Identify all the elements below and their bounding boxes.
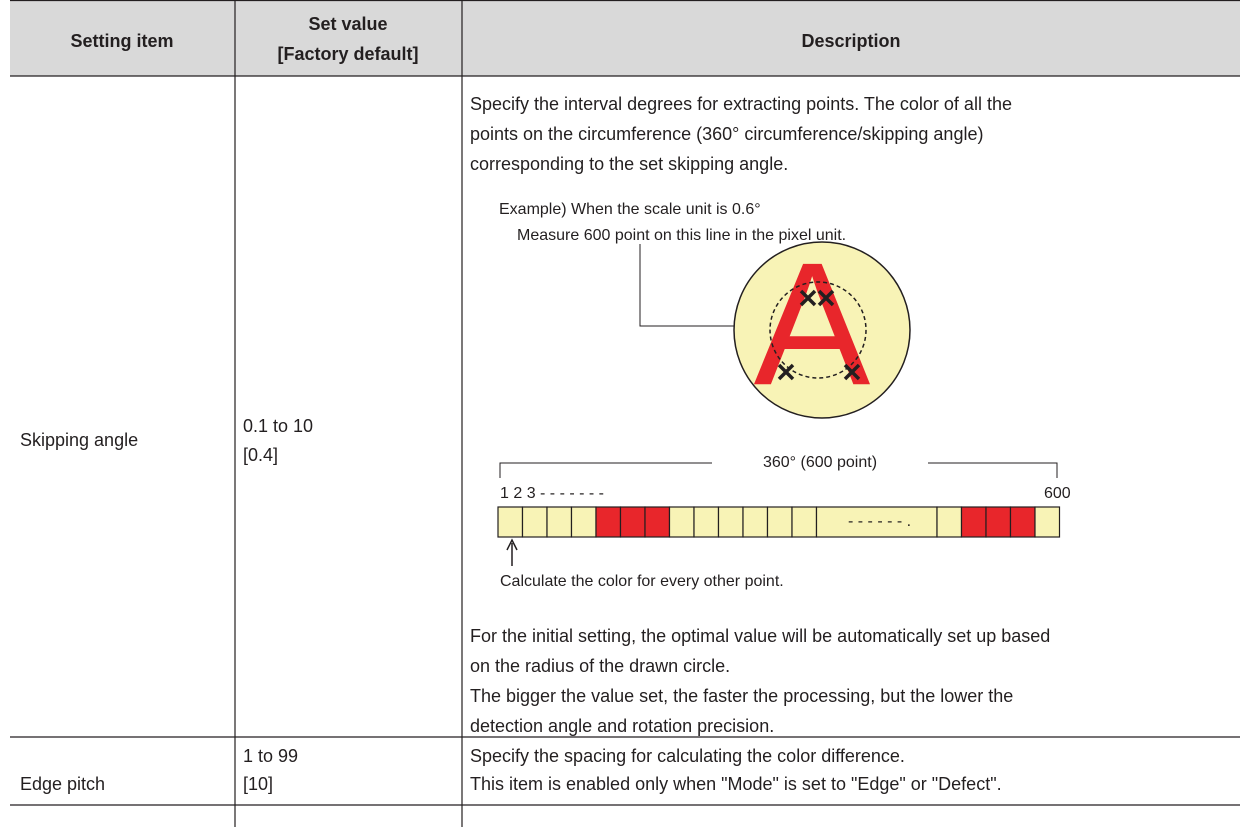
cell-text: Specify the spacing for calculating the … (470, 746, 905, 766)
scan-circle (769, 281, 867, 379)
strip-cell (570, 506, 597, 538)
header-bg (10, 0, 1240, 76)
cell-text: This item is enabled only when "Mode" is… (470, 774, 1002, 794)
strip-cell (1009, 506, 1036, 538)
strip-cell (717, 506, 744, 538)
letter: A (754, 227, 871, 422)
arrow (506, 538, 518, 566)
strip-cell (791, 506, 818, 538)
strip-cell (546, 506, 573, 538)
header: Set value (308, 14, 387, 34)
figure-text: 360° (600 point) (763, 454, 877, 471)
leader-line (639, 244, 775, 327)
header: [Factory default] (277, 44, 418, 64)
cross (843, 363, 861, 381)
bracket (499, 462, 1058, 478)
strip-cell (595, 506, 622, 538)
cell-text: [0.4] (243, 445, 278, 465)
figure-text: Example) When the scale unit is 0.6° (499, 201, 761, 218)
header: Description (801, 31, 900, 51)
cell-text: 0.1 to 10 (243, 416, 313, 436)
cell-text: on the radius of the drawn circle. (470, 656, 730, 676)
figure-text: 600 (1044, 485, 1071, 502)
figure-text: Calculate the color for every other poin… (500, 573, 784, 590)
strip-cell (1034, 506, 1061, 538)
cell-text: [10] (243, 774, 273, 794)
figure-text: - - - - - - . (848, 513, 911, 530)
cell-text: For the initial setting, the optimal val… (470, 626, 1050, 646)
cell-text: detection angle and rotation precision. (470, 716, 774, 736)
strip-cell (668, 506, 695, 538)
cell-text: The bigger the value set, the faster the… (470, 686, 1013, 706)
strip-cell (644, 506, 671, 538)
cell-text: corresponding to the set skipping angle. (470, 154, 788, 174)
strip-cell (985, 506, 1012, 538)
cell-text: Specify the interval degrees for extract… (470, 94, 1012, 114)
figure: Example) When the scale unit is 0.6° Mea… (497, 201, 1071, 590)
cell-text: Skipping angle (20, 430, 138, 450)
figure-text: Measure 600 point on this line in the pi… (517, 227, 846, 244)
cross (777, 363, 795, 381)
strip-cell (497, 506, 524, 538)
strip-cell (521, 506, 548, 538)
cross (799, 289, 817, 307)
strip-cell (693, 506, 720, 538)
cross (817, 289, 835, 307)
strip-cell (960, 506, 987, 538)
cell-text: points on the circumference (360° circum… (470, 124, 983, 144)
grid (10, 0, 1240, 827)
disc (733, 241, 911, 419)
figure-text: 1 2 3 - - - - - - - (500, 485, 604, 502)
strip-cell (766, 506, 793, 538)
strip-cell (619, 506, 646, 538)
cell-text: Edge pitch (20, 774, 105, 794)
strip-cell (742, 506, 769, 538)
strip-cell (936, 506, 963, 538)
cell-text: 1 to 99 (243, 746, 298, 766)
header: Setting item (70, 31, 173, 51)
